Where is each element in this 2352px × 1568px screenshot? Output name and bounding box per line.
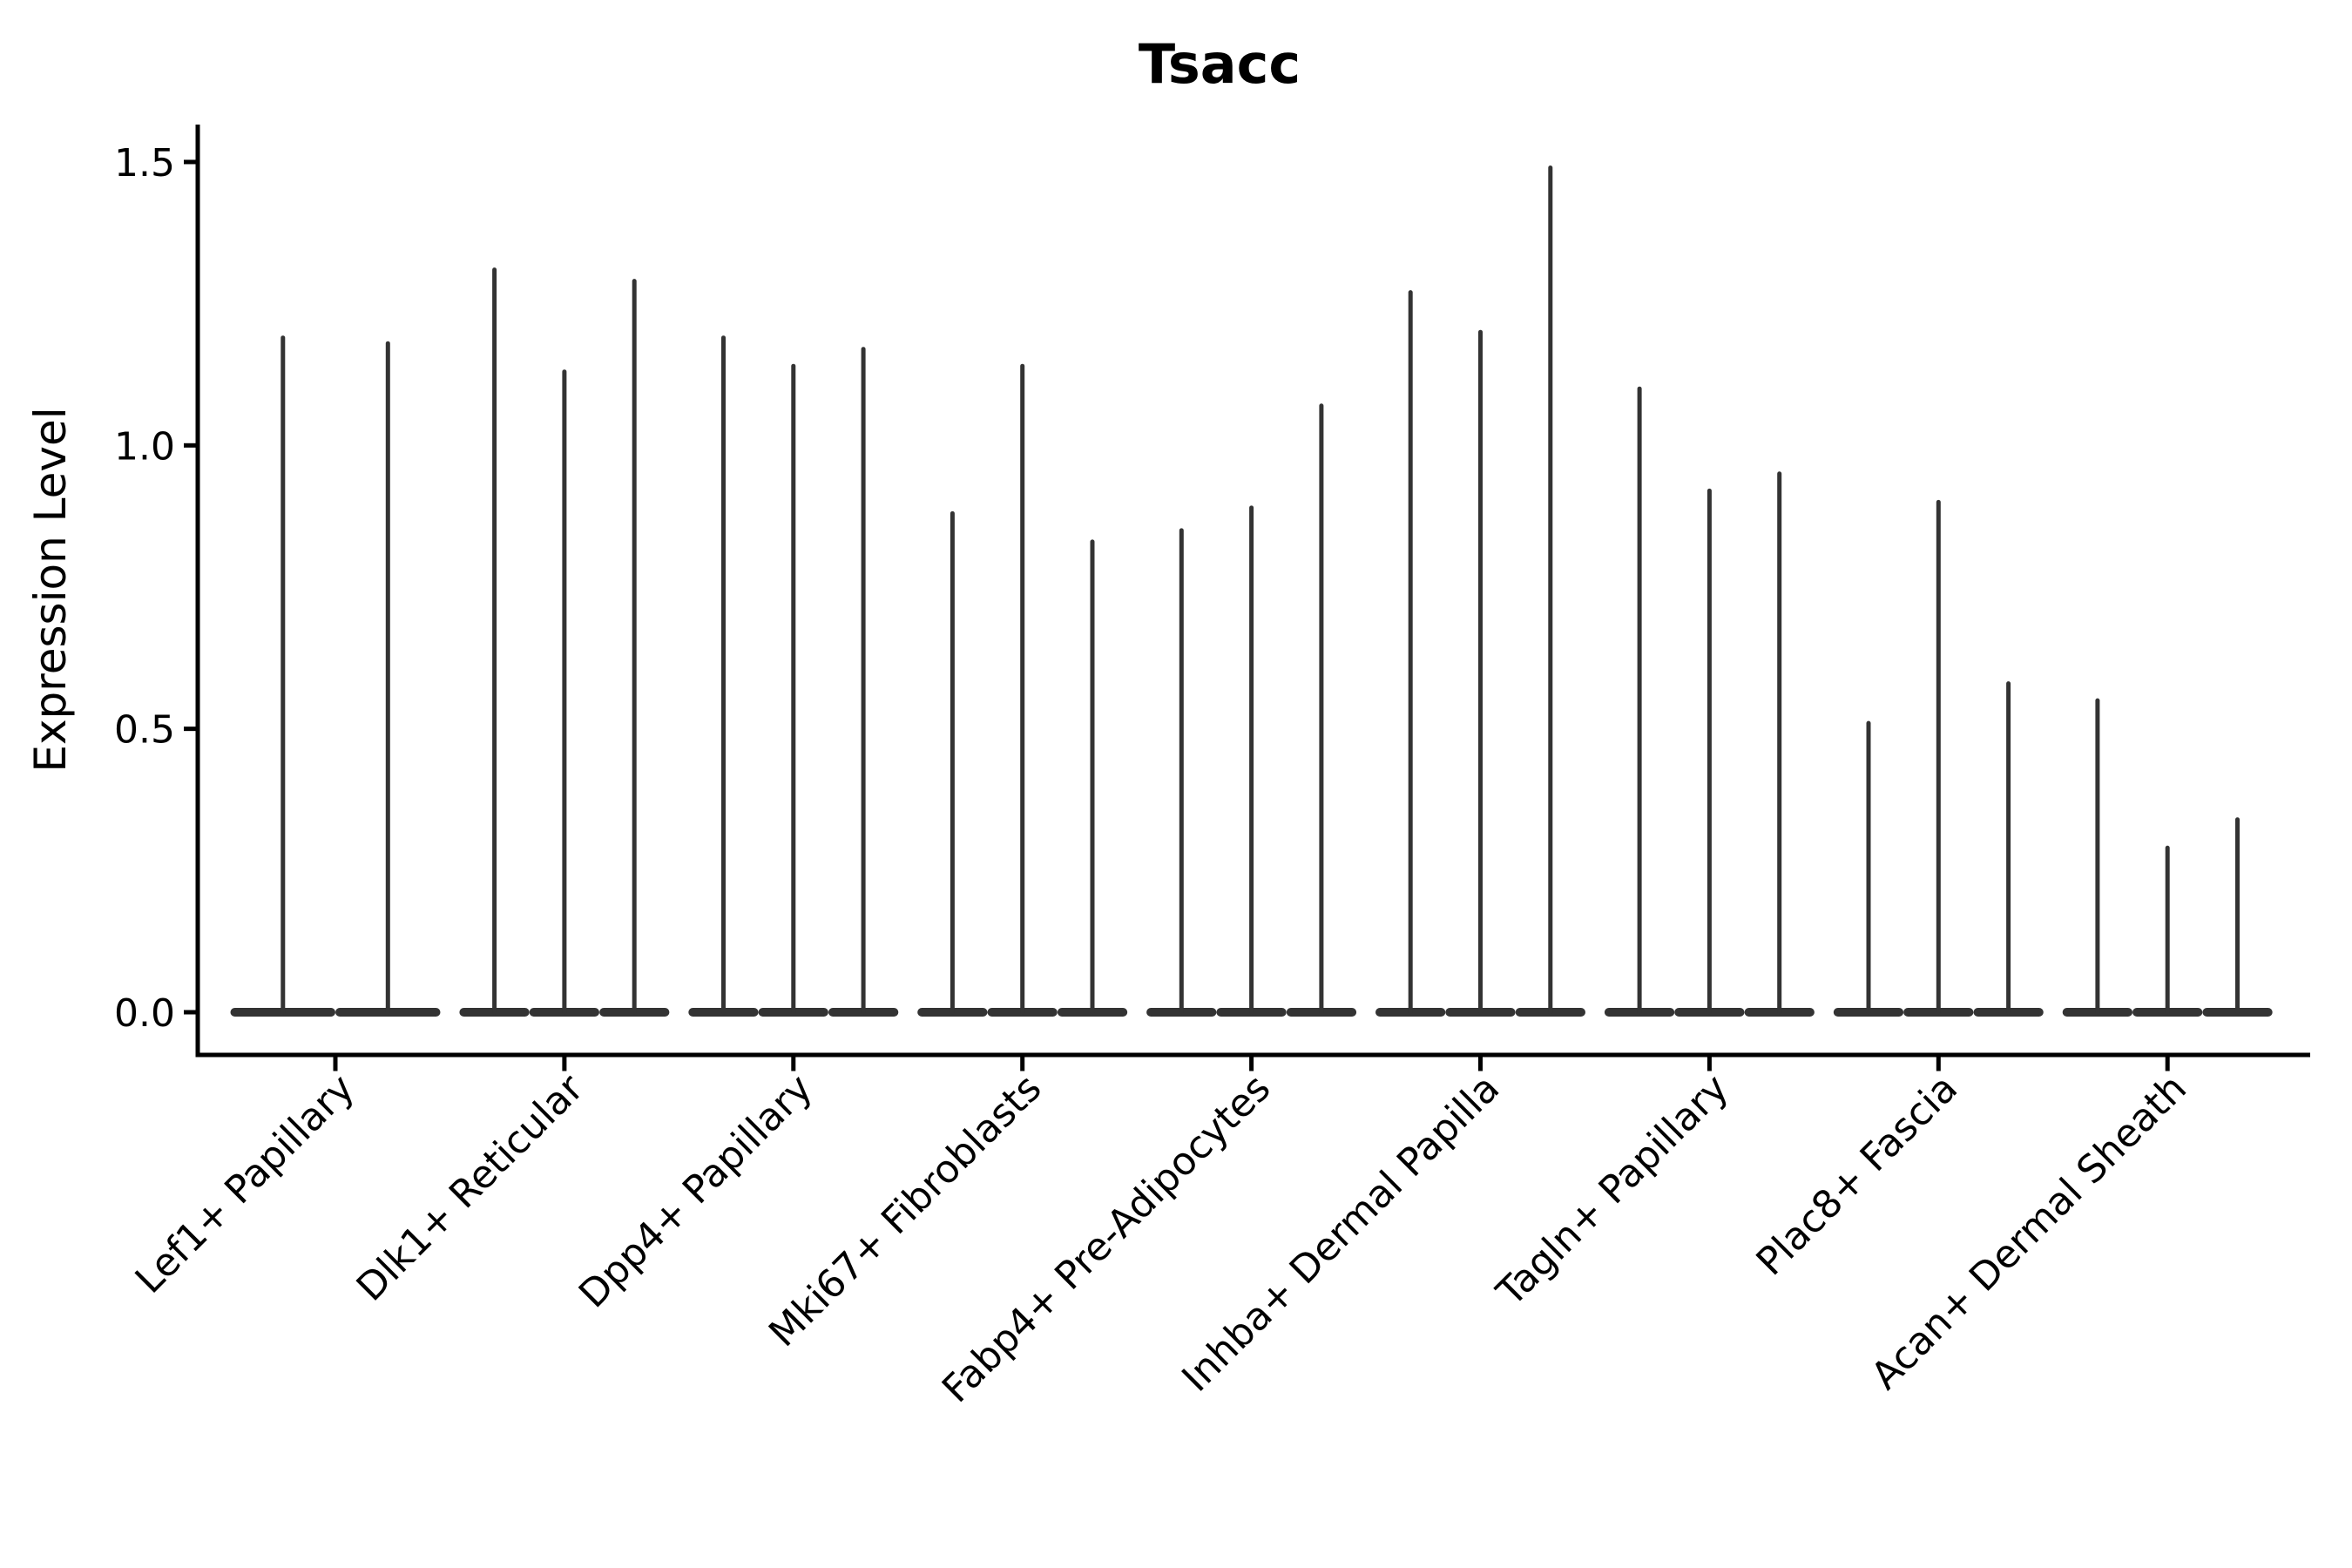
x-tick-label: Plac8+ Fascia bbox=[1748, 1066, 1967, 1285]
x-tick-label: Lef1+ Papillary bbox=[127, 1066, 363, 1302]
y-tick-label: 0.0 bbox=[114, 991, 175, 1036]
violin-group bbox=[230, 335, 441, 1017]
x-tick-label: Dpp4+ Papillary bbox=[571, 1066, 821, 1317]
violins-layer bbox=[230, 166, 2273, 1017]
x-tick-label: Dlk1+ Reticular bbox=[348, 1065, 593, 1310]
x-tick-label: Tagln+ Papillary bbox=[1488, 1066, 1737, 1315]
y-tick-label: 1.0 bbox=[114, 424, 175, 469]
axes-layer bbox=[184, 125, 2310, 1071]
violin-group bbox=[1604, 386, 1815, 1017]
violin-group bbox=[2062, 698, 2273, 1017]
violin-group bbox=[688, 335, 899, 1017]
violin-group bbox=[917, 363, 1128, 1017]
y-tick-label: 0.5 bbox=[114, 708, 175, 753]
violin-group bbox=[1833, 499, 2044, 1017]
chart-title: Tsacc bbox=[1139, 32, 1301, 96]
y-axis-label: Expression Level bbox=[25, 407, 76, 772]
violin-group bbox=[1375, 166, 1585, 1017]
violin-group bbox=[459, 267, 670, 1017]
y-tick-label: 1.5 bbox=[114, 141, 175, 186]
violin-group bbox=[1146, 403, 1357, 1017]
